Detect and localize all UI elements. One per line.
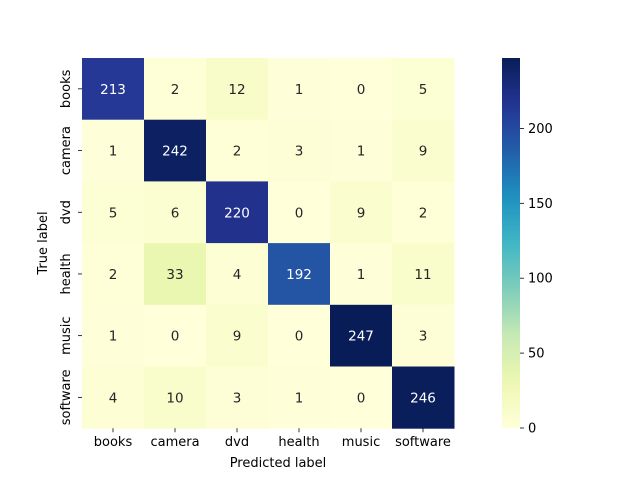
heatmap-cell	[330, 304, 393, 367]
x-tick-label: software	[395, 435, 451, 450]
cell-value-labels: 213 2 12 1 0 51 242 2 3 1 95 6 220 0 9 22 33 4 192 1 111 0 9 0 2…	[100, 82, 436, 407]
heatmap-cell	[268, 304, 331, 367]
heatmap-cell	[206, 58, 269, 121]
cell-value-label: 3	[295, 144, 304, 160]
cell-value-label: 9	[233, 329, 242, 345]
colorbar: 0 50 100 150 200	[502, 58, 553, 437]
heatmap-cell	[268, 366, 331, 429]
heatmap-cell	[330, 366, 393, 429]
cell-value-label: 2	[109, 267, 118, 283]
y-axis-ticks: books camera dvd health music software	[59, 69, 82, 425]
cell-value-label: 1	[295, 82, 304, 98]
y-tick-label: books	[59, 69, 74, 108]
cell-value-label: 5	[419, 82, 428, 98]
y-tick-label: dvd	[59, 200, 74, 224]
cell-value-label: 0	[295, 205, 304, 221]
cell-value-label: 10	[166, 390, 183, 406]
cell-value-label: 0	[357, 390, 366, 406]
cell-value-label: 1	[357, 144, 366, 160]
cell-value-label: 4	[109, 390, 118, 406]
cell-value-label: 5	[109, 205, 118, 221]
heatmap-cell	[330, 119, 393, 182]
x-axis-label: Predicted label	[230, 456, 327, 471]
heatmap-cell	[144, 181, 207, 244]
cell-value-label: 1	[109, 144, 118, 160]
heatmap-cell	[392, 119, 455, 182]
heatmap-cell	[330, 58, 393, 121]
y-tick-label: software	[59, 369, 74, 425]
y-tick-label: health	[59, 253, 74, 294]
x-axis-ticks: books camera dvd health music software	[94, 428, 451, 450]
cell-value-label: 12	[228, 82, 245, 98]
heatmap-cell	[82, 366, 145, 429]
heatmap-cell	[206, 304, 269, 367]
cell-value-label: 2	[419, 205, 428, 221]
cell-value-label: 4	[233, 267, 242, 283]
heatmap-cell	[82, 58, 145, 121]
heatmap-cell	[144, 119, 207, 182]
heatmap-cell	[268, 119, 331, 182]
cell-value-label: 220	[224, 205, 250, 221]
y-tick-label: music	[59, 316, 74, 354]
heatmap-cell	[206, 366, 269, 429]
cell-value-label: 1	[295, 390, 304, 406]
heatmap-cell	[392, 243, 455, 306]
cell-value-label: 33	[166, 267, 183, 283]
colorbar-tick-label: 100	[528, 272, 553, 287]
cell-value-label: 1	[109, 329, 118, 345]
x-tick-label: books	[94, 435, 133, 450]
cell-value-label: 11	[414, 267, 431, 283]
cell-value-label: 246	[410, 390, 436, 406]
colorbar-tick-label: 0	[528, 422, 536, 437]
cell-value-label: 9	[419, 144, 428, 160]
y-axis-label: True label	[36, 211, 51, 275]
cell-value-label: 2	[233, 144, 242, 160]
cell-value-label: 213	[100, 82, 126, 98]
heatmap-cell	[392, 366, 455, 429]
heatmap-cell	[82, 304, 145, 367]
cell-value-label: 0	[295, 329, 304, 345]
cell-value-label: 9	[357, 205, 366, 221]
heatmap-cell	[330, 243, 393, 306]
colorbar-ticks: 0 50 100 150 200	[520, 122, 553, 437]
heatmap-cell	[392, 304, 455, 367]
cell-value-label: 192	[286, 267, 312, 283]
heatmap-cell	[206, 119, 269, 182]
heatmap-cell	[330, 181, 393, 244]
x-tick-label: dvd	[225, 435, 249, 450]
cell-value-label: 2	[171, 82, 180, 98]
x-tick-label: music	[342, 435, 380, 450]
heatmap-cell	[392, 58, 455, 121]
cell-value-label: 0	[357, 82, 366, 98]
heatmap-cell	[144, 304, 207, 367]
heatmap-cell	[268, 181, 331, 244]
heatmap-cell	[268, 243, 331, 306]
cell-value-label: 3	[233, 390, 242, 406]
heatmap-cell	[144, 58, 207, 121]
heatmap-cell	[82, 181, 145, 244]
y-tick-label: camera	[59, 126, 74, 175]
colorbar-tick-label: 200	[528, 122, 553, 137]
colorbar-tick-label: 50	[528, 347, 545, 362]
x-tick-label: camera	[150, 435, 199, 450]
heatmap-cell	[392, 181, 455, 244]
heatmap-cell	[82, 119, 145, 182]
heatmap-cell	[144, 243, 207, 306]
heatmap-cell	[206, 243, 269, 306]
heatmap-cell	[268, 58, 331, 121]
cell-value-label: 1	[357, 267, 366, 283]
cell-value-label: 0	[171, 329, 180, 345]
cell-value-label: 3	[419, 329, 428, 345]
cell-value-label: 242	[162, 144, 188, 160]
heatmap-cell	[206, 181, 269, 244]
heatmap-cell	[144, 366, 207, 429]
colorbar-gradient	[502, 58, 520, 428]
cell-value-label: 247	[348, 329, 374, 345]
x-tick-label: health	[278, 435, 319, 450]
heatmap-cell	[82, 243, 145, 306]
heatmap-cells	[82, 58, 455, 429]
cell-value-label: 6	[171, 205, 180, 221]
colorbar-tick-label: 150	[528, 197, 553, 212]
